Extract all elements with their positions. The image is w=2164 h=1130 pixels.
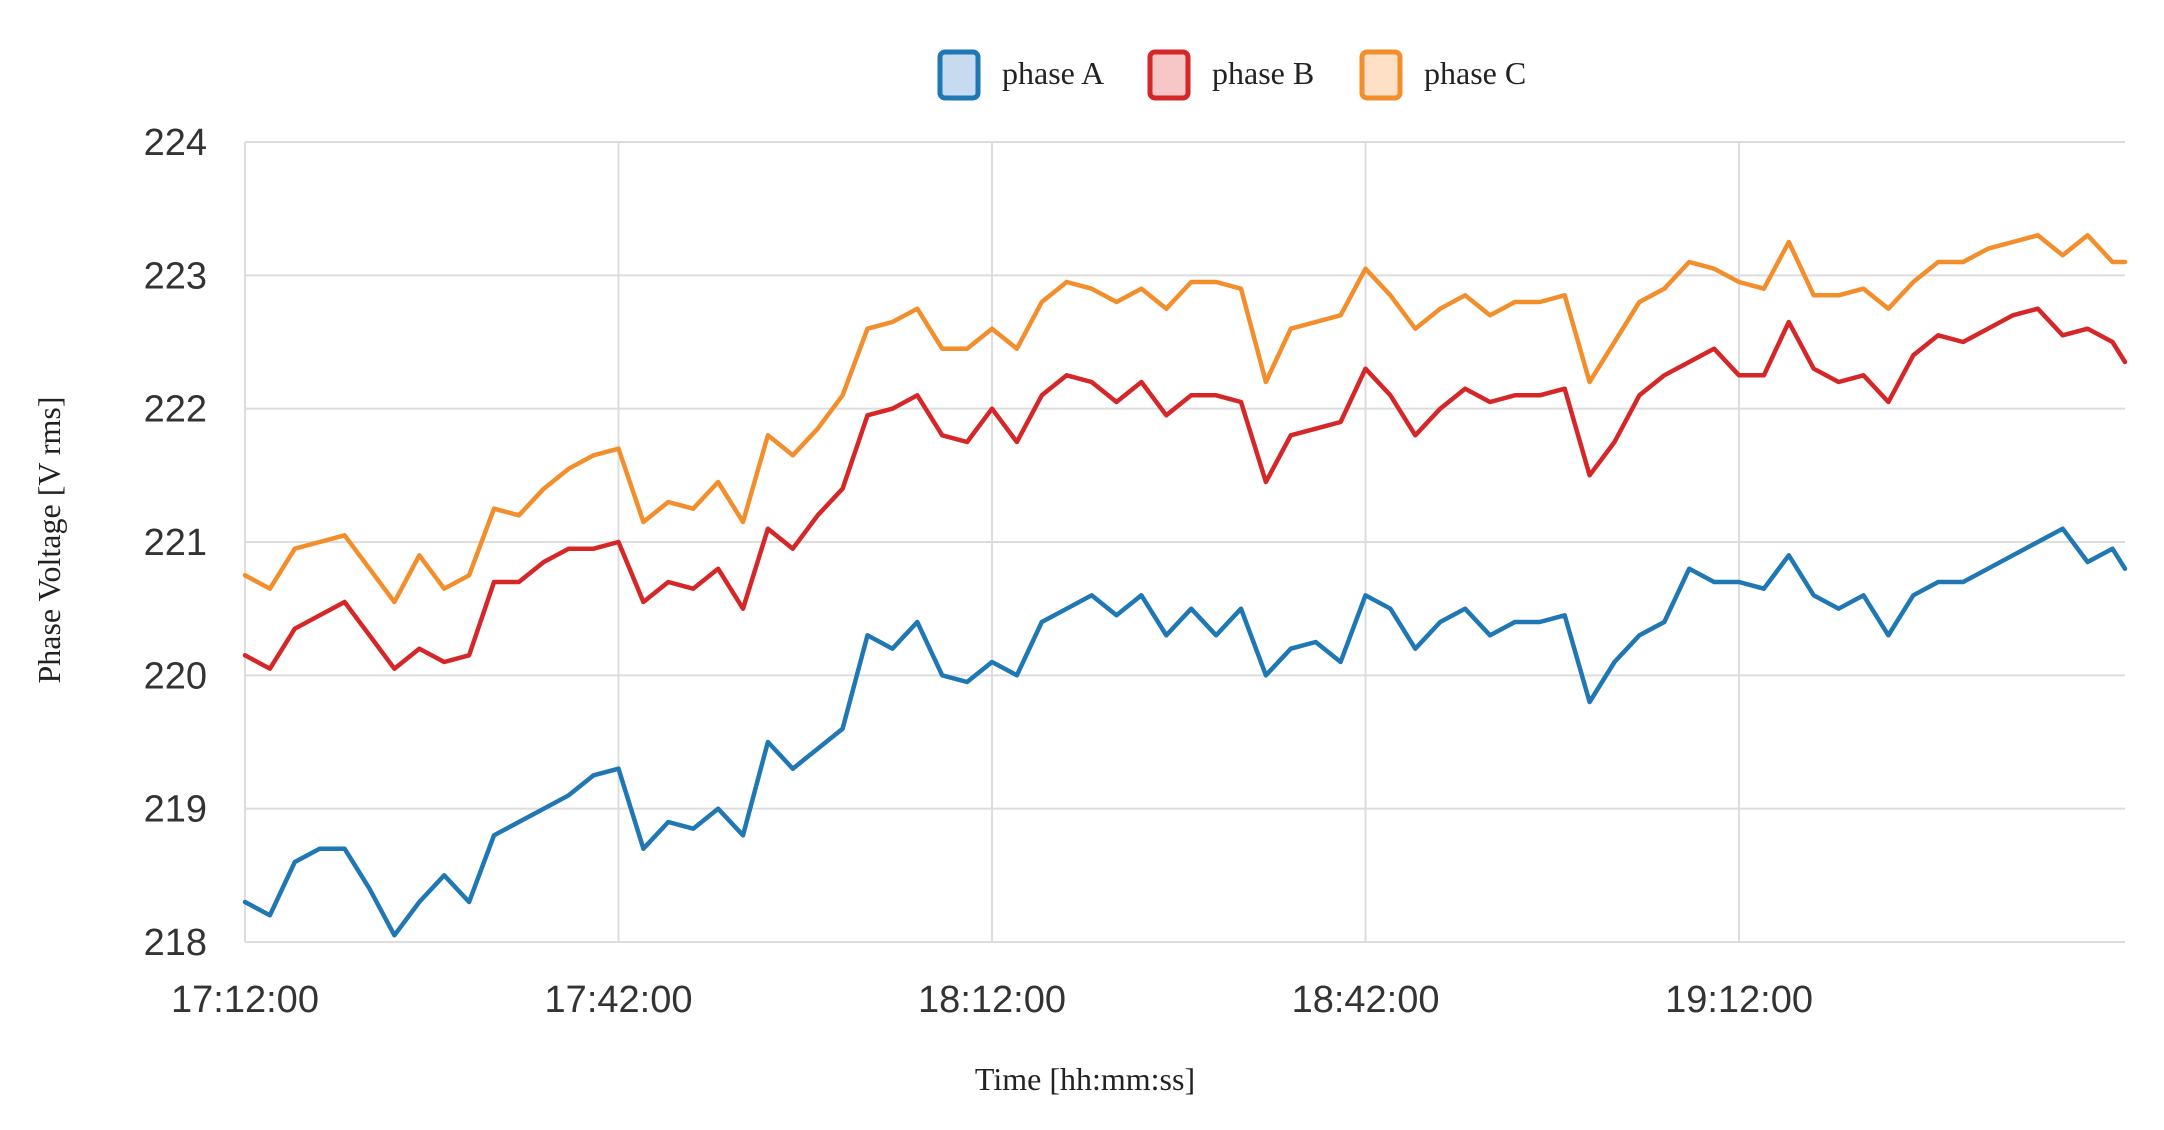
legend-label: phase A xyxy=(1002,55,1104,91)
legend-label: phase C xyxy=(1424,55,1526,91)
x-axis-ticks: 17:12:00 17:42:00 18:12:00 18:42:00 19:12:00 xyxy=(171,979,1813,1021)
series-line-phase-b xyxy=(242,306,2128,671)
y-tick-label: 221 xyxy=(144,522,207,564)
legend-label: phase B xyxy=(1212,55,1314,91)
legend-swatch xyxy=(937,49,981,101)
y-tick-label: 222 xyxy=(144,389,207,431)
legend-swatch xyxy=(1359,49,1403,101)
x-axis-title: Time [hh:mm:ss] xyxy=(975,1061,1195,1097)
series-line-phase-c xyxy=(242,233,2128,605)
x-tick-label: 18:42:00 xyxy=(1292,979,1440,1021)
y-axis-title: Phase Voltage [V rms] xyxy=(31,396,67,683)
x-tick-label: 17:42:00 xyxy=(545,979,693,1021)
series-lines xyxy=(242,233,2128,938)
x-tick-label: 17:12:00 xyxy=(171,979,319,1021)
x-tick-label: 19:12:00 xyxy=(1665,979,1813,1021)
y-tick-label: 218 xyxy=(144,922,207,964)
gridlines xyxy=(244,141,2125,943)
legend: phase A phase B phase C xyxy=(937,49,1526,101)
y-tick-label: 223 xyxy=(144,255,207,297)
y-tick-label: 220 xyxy=(144,655,207,697)
y-tick-label: 219 xyxy=(144,789,207,831)
legend-swatch xyxy=(1147,49,1191,101)
series-line-phase-a xyxy=(242,526,2128,938)
y-axis-ticks: 218 219 220 221 222 223 224 xyxy=(144,122,207,964)
y-tick-label: 224 xyxy=(144,122,207,164)
x-tick-label: 18:12:00 xyxy=(918,979,1066,1021)
